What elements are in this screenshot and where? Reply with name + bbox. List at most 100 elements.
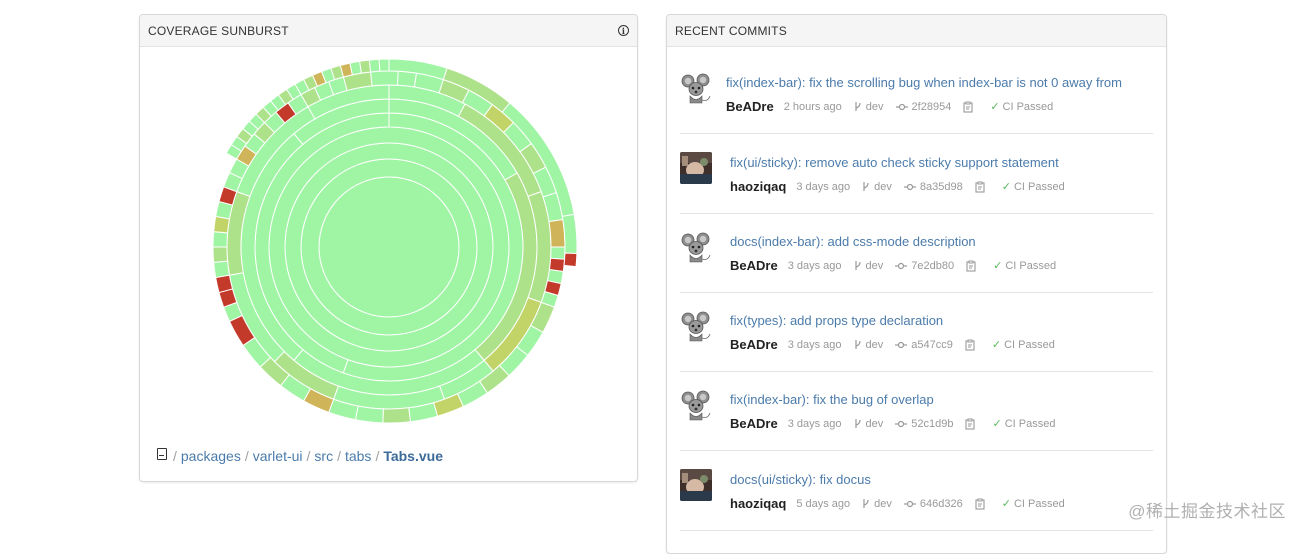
breadcrumb-item[interactable]: src	[314, 448, 334, 464]
copy-sha-button[interactable]	[965, 418, 980, 430]
commit-sha-value: 646d326	[919, 497, 963, 510]
sunburst-segment[interactable]	[378, 58, 390, 72]
commit-branch[interactable]: dev	[854, 101, 884, 113]
commit-author[interactable]: BeADre	[730, 416, 778, 431]
commit-message[interactable]: fix(ui/sticky): remove auto check sticky…	[730, 155, 1059, 170]
commit-icon	[895, 262, 908, 269]
copy-sha-button[interactable]	[965, 339, 980, 351]
copy-sha-button[interactable]	[975, 498, 990, 510]
commit-meta: BeADre 3 days ago dev 7e2db80 ✓ CI Passe…	[730, 258, 1068, 273]
check-icon: ✓	[1001, 498, 1011, 510]
commit-sha-value: 2f28954	[911, 100, 952, 113]
sunburst-segment[interactable]	[550, 246, 566, 260]
mouse-avatar[interactable]	[680, 389, 712, 421]
commit-row[interactable]: fix(index-bar): fix the scrolling bug wh…	[680, 55, 1153, 134]
commit-meta: haoziqaq 5 days ago dev 646d326 ✓ CI Pas…	[730, 496, 1077, 511]
commit-sha[interactable]: 52c1d9b	[895, 418, 953, 430]
commit-sha[interactable]: 8a35d98	[903, 181, 963, 193]
commit-author[interactable]: haoziqaq	[730, 496, 787, 511]
commit-row[interactable]: docs(index-bar): add css-mode descriptio…	[680, 214, 1153, 293]
ci-status[interactable]: ✓ CI Passed	[1002, 180, 1065, 194]
commit-icon	[895, 103, 908, 110]
commit-row[interactable]: fix(ui/sticky): remove auto check sticky…	[680, 135, 1153, 214]
commit-message[interactable]: fix(types): add props type declaration	[730, 313, 944, 328]
ci-status[interactable]: ✓ CI Passed	[1001, 497, 1065, 511]
ci-status-label: CI Passed	[1013, 180, 1065, 193]
ci-status-label: CI Passed	[1004, 417, 1056, 430]
clipboard-icon	[975, 498, 985, 510]
clipboard-icon	[965, 418, 976, 430]
watermark: @稀土掘金技术社区	[1128, 502, 1286, 521]
ci-status[interactable]: ✓ CI Passed	[990, 100, 1054, 114]
branch-icon	[854, 340, 861, 349]
sunburst-segment[interactable]	[382, 407, 412, 424]
commit-author[interactable]: haoziqaq	[730, 179, 787, 194]
commit-time: 3 days ago	[796, 180, 851, 193]
commit-sha[interactable]: a547cc9	[895, 339, 953, 351]
branch-icon	[854, 261, 861, 270]
commit-branch[interactable]: dev	[854, 260, 883, 272]
commit-branch[interactable]: dev	[854, 418, 883, 430]
sunburst-segment[interactable]	[563, 252, 578, 268]
panel-title: RECENT COMMITS	[675, 23, 787, 38]
commit-author[interactable]: BeADre	[730, 258, 778, 273]
commit-row[interactable]: fix(index-bar): fix the bug of overlap B…	[680, 372, 1153, 451]
breadcrumb-item[interactable]: varlet-ui	[252, 448, 303, 464]
commit-row[interactable]: docs(ui/sticky): fix docus haoziqaq 5 da…	[680, 452, 1153, 531]
sunburst-segment[interactable]	[212, 246, 229, 263]
sunburst-segment[interactable]	[370, 70, 399, 87]
commit-sha[interactable]: 646d326	[903, 497, 963, 510]
sunburst-segment[interactable]	[548, 218, 566, 248]
sunburst-segment[interactable]	[359, 59, 372, 74]
sunburst-segment[interactable]	[215, 274, 234, 294]
breadcrumb: / packages / varlet-ui / src / tabs / Ta…	[157, 448, 443, 464]
copy-sha-button[interactable]	[975, 181, 990, 193]
sunburst-root[interactable]	[318, 176, 460, 318]
photo-avatar[interactable]	[680, 469, 712, 501]
copy-sha-button[interactable]	[963, 101, 978, 113]
copy-sha-button[interactable]	[966, 260, 981, 272]
commit-branch-name: dev	[874, 497, 892, 510]
commit-message[interactable]: fix(index-bar): fix the bug of overlap	[730, 392, 934, 407]
commit-sha[interactable]: 7e2db80	[895, 260, 954, 272]
sunburst-segment[interactable]	[561, 213, 578, 255]
commit-branch-name: dev	[865, 100, 884, 113]
commit-row[interactable]: fix(types): add props type declaration B…	[680, 293, 1153, 372]
check-icon: ✓	[993, 260, 1003, 272]
check-icon: ✓	[991, 339, 1002, 351]
mouse-avatar[interactable]	[680, 310, 712, 342]
sunburst-chart[interactable]	[140, 47, 637, 447]
photo-avatar[interactable]	[680, 152, 712, 184]
commit-message[interactable]: fix(index-bar): fix the scrolling bug wh…	[726, 75, 1124, 90]
breadcrumb-item[interactable]: tabs	[344, 448, 372, 464]
ci-status[interactable]: ✓ CI Passed	[992, 417, 1056, 431]
ci-status[interactable]: ✓ CI Passed	[991, 338, 1055, 352]
commit-sha[interactable]: 2f28954	[895, 100, 952, 113]
commit-branch[interactable]: dev	[854, 338, 884, 351]
ci-status-label: CI Passed	[1002, 100, 1054, 113]
commit-message[interactable]: docs(ui/sticky): fix docus	[730, 472, 871, 487]
clipboard-icon	[965, 339, 975, 351]
commit-branch[interactable]: dev	[862, 181, 892, 193]
commit-branch[interactable]: dev	[862, 498, 892, 510]
commit-icon	[895, 420, 908, 427]
clipboard-icon	[963, 101, 973, 113]
sunburst-segment[interactable]	[368, 58, 381, 73]
sunburst-segment[interactable]	[212, 231, 229, 248]
commit-message[interactable]: docs(index-bar): add css-mode descriptio…	[730, 234, 976, 249]
commit-author[interactable]: BeADre	[726, 99, 774, 114]
commit-author[interactable]: BeADre	[730, 337, 778, 352]
sunburst-segment[interactable]	[213, 260, 231, 279]
mouse-avatar[interactable]	[680, 231, 712, 263]
info-icon[interactable]: i	[618, 25, 629, 36]
ci-status[interactable]: ✓ CI Passed	[993, 259, 1057, 273]
breadcrumb-item[interactable]: packages	[180, 448, 241, 464]
panel-title: COVERAGE SUNBURST	[148, 23, 289, 38]
commit-branch-name: dev	[865, 338, 884, 351]
mouse-avatar[interactable]	[680, 72, 712, 104]
ci-status-label: CI Passed	[1005, 259, 1057, 272]
sunburst-segment[interactable]	[354, 405, 384, 424]
recent-commits-panel: RECENT COMMITS fix(index-bar): fix the	[666, 14, 1167, 554]
breadcrumb-current[interactable]: Tabs.vue	[383, 448, 443, 464]
commit-time: 3 days ago	[787, 259, 842, 272]
